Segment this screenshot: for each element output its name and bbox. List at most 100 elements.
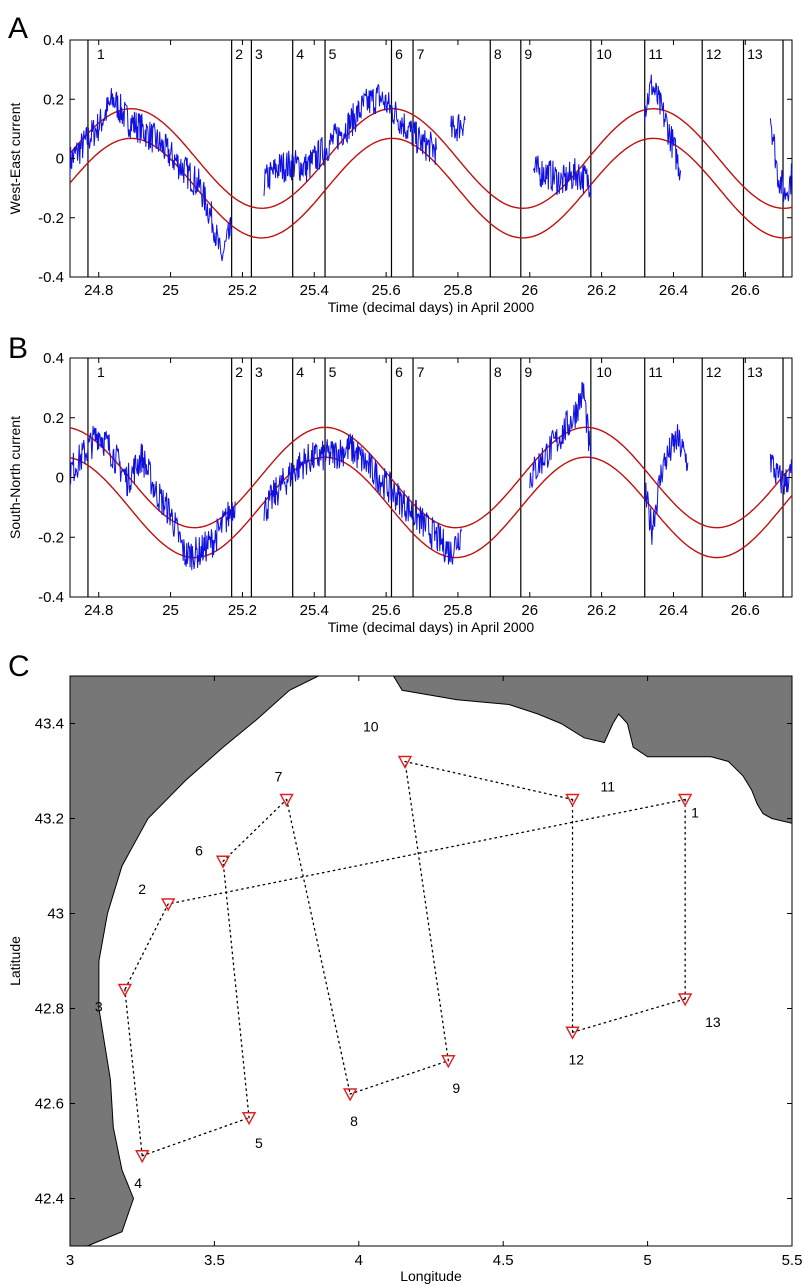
x-tick-label: 25 [162,282,179,299]
station-marker-9 [441,1055,456,1069]
panel-letter-c: C [8,650,30,683]
y-axis-label: Latitude [7,936,23,986]
observed-current-trace [69,425,236,571]
segment-label-3: 3 [255,46,263,62]
station-label-6: 6 [195,842,203,858]
station-label-8: 8 [350,1113,358,1129]
y-tick-label: 43.4 [35,716,64,733]
x-tick-label: 25.4 [300,602,329,619]
segment-label-13: 13 [747,364,763,380]
station-label-5: 5 [255,1135,263,1151]
x-tick-label: 25 [162,602,179,619]
segment-label-10: 10 [596,364,612,380]
plot-frame [69,675,793,1247]
x-tick-label: 25.2 [228,282,257,299]
y-tick-label: 0 [56,151,64,168]
station-label-2: 2 [138,881,146,897]
segment-label-5: 5 [329,46,337,62]
x-tick-label: 25.8 [443,602,472,619]
x-tick-label: 26.2 [587,282,616,299]
x-tick-label: 26 [521,282,538,299]
y-axis-label: West-East current [7,103,23,215]
station-marker-13 [677,993,693,1007]
x-tick-label: 25.6 [371,282,400,299]
segment-label-4: 4 [296,364,304,380]
station-marker-5 [241,1112,257,1126]
segment-label-12: 12 [706,364,722,380]
plot-frame [69,357,793,598]
segment-label-12: 12 [706,46,722,62]
station-label-13: 13 [705,1014,721,1030]
segment-label-1: 1 [97,364,105,380]
y-tick-label: 42.6 [35,1096,64,1113]
ship-track-line [222,798,288,862]
segment-label-7: 7 [417,364,425,380]
observed-current-trace [644,424,689,545]
station-marker-7 [279,793,294,807]
ship-track-line [404,760,449,1062]
y-tick-label: 0.4 [43,32,64,49]
observed-current-trace [769,118,793,202]
x-tick-label: 3 [66,1252,74,1269]
observed-current-trace [529,381,592,489]
tide-curve-upper [69,107,793,210]
station-marker-11 [565,793,580,807]
ship-track-line [404,760,574,801]
x-tick-label: 24.8 [84,602,113,619]
observed-current-trace [450,113,466,142]
panel-letter-a: A [8,12,28,45]
ship-track-line [124,903,169,991]
tide-curve-upper [69,426,793,529]
station-marker-1 [677,793,693,807]
station-label-1: 1 [691,805,699,821]
segment-label-8: 8 [494,364,502,380]
observed-current-trace [263,83,437,196]
segment-label-11: 11 [648,364,663,380]
station-label-12: 12 [569,1051,585,1067]
station-marker-12 [565,1026,580,1040]
x-tick-label: 5 [643,1252,651,1269]
ship-track-line [141,1117,250,1157]
station-marker-2 [161,898,176,912]
segment-label-13: 13 [747,46,763,62]
station-label-11: 11 [601,779,616,795]
y-tick-label: 0.2 [43,410,64,427]
segment-label-10: 10 [596,46,612,62]
y-tick-label: 0 [56,470,64,487]
x-tick-label: 26.4 [659,282,688,299]
x-tick-label: 4 [355,1252,363,1269]
observed-current-trace [263,433,462,565]
x-tick-label: 25.4 [300,282,329,299]
segment-label-6: 6 [395,46,403,62]
segment-label-2: 2 [235,364,243,380]
station-label-3: 3 [95,999,103,1015]
x-axis-label: Longitude [400,1268,462,1284]
segment-label-8: 8 [494,46,502,62]
panel-letter-b: B [8,332,28,365]
ship-track-line [285,798,351,1095]
y-tick-label: 42.4 [35,1191,64,1208]
segment-label-4: 4 [296,46,304,62]
x-tick-label: 4.5 [493,1252,514,1269]
segment-label-3: 3 [255,364,263,380]
station-marker-8 [342,1088,358,1102]
segment-label-1: 1 [97,46,105,62]
station-label-10: 10 [363,719,379,735]
segment-label-11: 11 [648,46,663,62]
x-tick-label: 26.4 [659,602,688,619]
x-tick-label: 26.6 [731,602,760,619]
segment-label-5: 5 [329,364,337,380]
y-tick-label: 42.8 [35,1001,64,1018]
x-tick-label: 5.5 [782,1252,803,1269]
segment-label-7: 7 [417,46,425,62]
observed-current-trace [644,74,682,181]
station-marker-6 [215,855,231,869]
segment-label-6: 6 [395,364,403,380]
station-label-4: 4 [134,1175,142,1191]
ship-track-line [222,860,250,1119]
x-tick-label: 26 [521,602,538,619]
